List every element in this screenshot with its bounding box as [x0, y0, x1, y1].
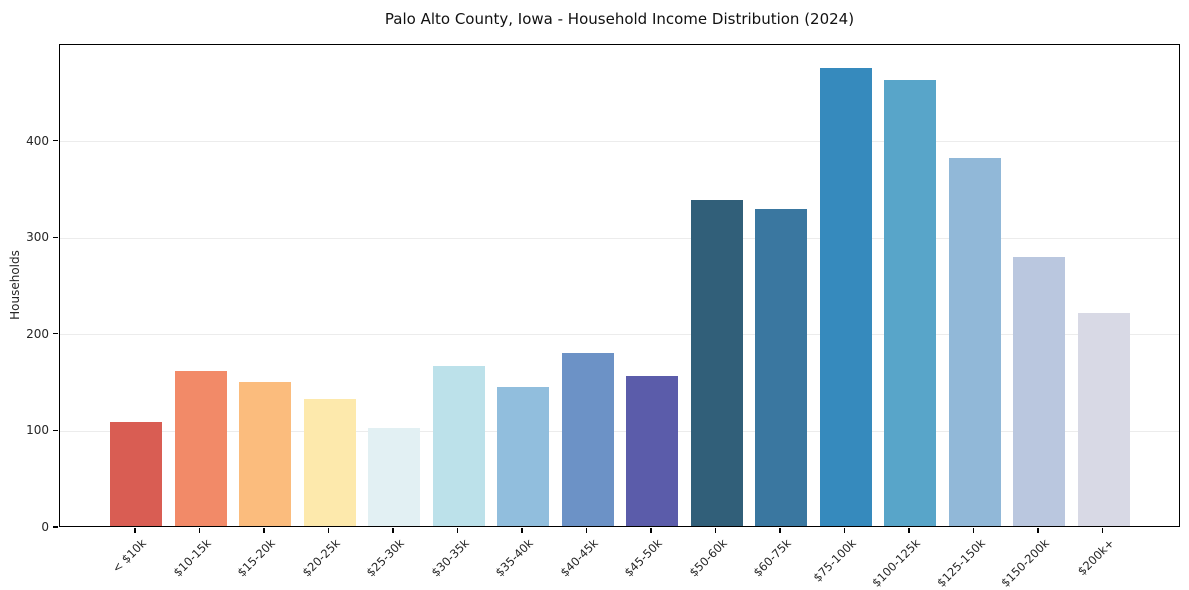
x-tick-label: < $10k	[109, 536, 149, 576]
y-gridline	[60, 430, 1179, 432]
y-axis-label: Households	[8, 250, 22, 320]
y-tick-label: 400	[26, 133, 49, 148]
y-tick-mark	[53, 236, 58, 238]
x-tick-mark	[972, 528, 975, 533]
bar-$150-200k	[1013, 256, 1065, 526]
chart-title: Palo Alto County, Iowa - Household Incom…	[384, 10, 855, 28]
y-tick-label: 0	[41, 520, 49, 534]
y-gridline	[60, 334, 1179, 336]
bar-$30-35k	[432, 365, 485, 526]
y-tick-mark	[53, 333, 58, 335]
bar-$50-60k	[690, 200, 743, 526]
x-tick-mark	[198, 528, 201, 533]
x-tick-mark	[456, 528, 459, 533]
y-tick-mark	[53, 139, 58, 142]
y-tick-label: 100	[26, 423, 49, 438]
x-tick-mark	[908, 528, 910, 533]
y-tick-label: 200	[26, 326, 49, 341]
x-tick-mark	[392, 528, 394, 533]
x-tick-mark	[779, 528, 781, 533]
bar-$125-150k	[948, 157, 1001, 526]
x-tick-mark	[843, 528, 846, 533]
plot-area	[59, 44, 1180, 527]
bar-$45-50k	[626, 376, 678, 526]
bar-$20-25k	[303, 398, 356, 526]
x-tick-mark	[263, 528, 265, 533]
y-tick-mark	[53, 429, 58, 432]
bar-$40-45k	[561, 353, 614, 526]
bar-$75-100k	[819, 68, 872, 526]
bar-$10-15k	[174, 371, 227, 526]
y-tick-label: 300	[26, 230, 49, 245]
bar-$35-40k	[497, 386, 549, 526]
x-tick-mark	[585, 528, 588, 533]
bar-$15-20k	[239, 382, 291, 526]
bar-$60-75k	[755, 209, 807, 526]
y-gridline	[60, 237, 1179, 239]
x-tick-mark	[1101, 528, 1104, 533]
x-tick-mark	[650, 528, 652, 533]
x-tick-mark	[521, 528, 523, 533]
bar-< $10k	[110, 421, 162, 526]
y-gridline	[60, 141, 1179, 143]
y-tick-mark	[53, 526, 58, 528]
x-tick-mark	[1037, 528, 1039, 533]
bar-$200k+	[1077, 313, 1130, 526]
bar-$100-125k	[884, 79, 936, 526]
x-tick-mark	[714, 528, 717, 533]
x-tick-mark	[327, 528, 330, 533]
x-tick-mark	[134, 528, 136, 533]
bar-$25-30k	[368, 428, 420, 526]
